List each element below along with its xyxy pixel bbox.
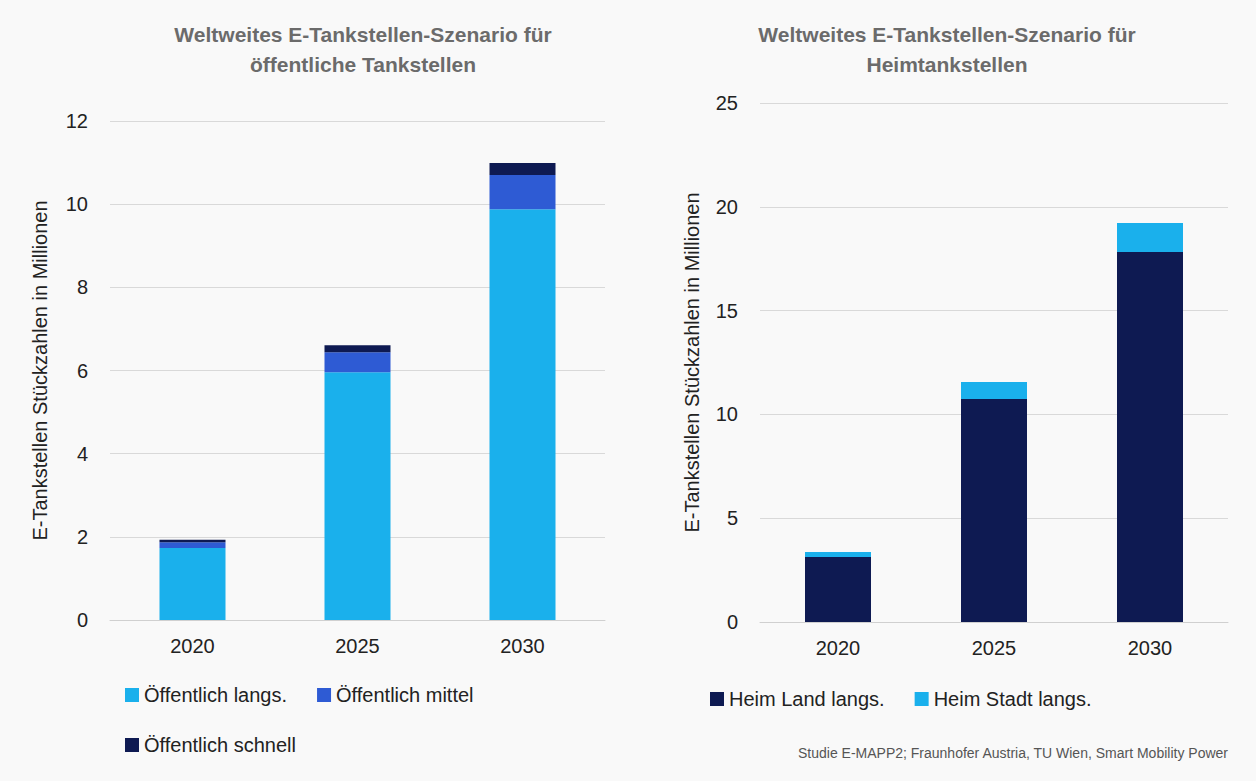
svg-text:2030: 2030	[1128, 637, 1173, 659]
svg-text:Öffentlich mittel: Öffentlich mittel	[336, 684, 473, 706]
svg-text:2020: 2020	[816, 637, 861, 659]
svg-text:0: 0	[727, 611, 738, 633]
svg-text:10: 10	[716, 403, 738, 425]
svg-text:6: 6	[77, 360, 88, 382]
svg-text:2025: 2025	[335, 635, 380, 657]
svg-text:8: 8	[77, 276, 88, 298]
svg-text:12: 12	[66, 110, 88, 132]
svg-text:Heim Land langs.: Heim Land langs.	[729, 688, 885, 710]
svg-text:2: 2	[77, 526, 88, 548]
svg-text:Öffentlich schnell: Öffentlich schnell	[144, 734, 296, 756]
svg-text:10: 10	[66, 193, 88, 215]
svg-text:E-Tankstellen Stückzahlen in M: E-Tankstellen Stückzahlen in Millionen	[29, 200, 51, 540]
svg-text:2025: 2025	[972, 637, 1017, 659]
svg-text:Öffentlich langs.: Öffentlich langs.	[144, 684, 287, 706]
svg-text:25: 25	[716, 92, 738, 114]
svg-text:15: 15	[716, 300, 738, 322]
svg-text:Heim Stadt langs.: Heim Stadt langs.	[934, 688, 1092, 710]
svg-text:5: 5	[727, 507, 738, 529]
svg-text:öffentliche Tankstellen: öffentliche Tankstellen	[250, 53, 476, 76]
svg-text:Weltweites E-Tankstellen-Szena: Weltweites E-Tankstellen-Szenario für	[174, 23, 551, 46]
svg-text:Studie E-MAPP2; Fraunhofer Aus: Studie E-MAPP2; Fraunhofer Austria, TU W…	[798, 745, 1228, 761]
svg-text:4: 4	[77, 443, 88, 465]
svg-text:2020: 2020	[170, 635, 215, 657]
svg-text:Heimtankstellen: Heimtankstellen	[866, 53, 1027, 76]
svg-text:20: 20	[716, 196, 738, 218]
svg-text:2030: 2030	[500, 635, 545, 657]
svg-text:0: 0	[77, 609, 88, 631]
svg-text:E-Tankstellen Stückzahlen in M: E-Tankstellen Stückzahlen in Millionen	[681, 192, 703, 532]
svg-text:Weltweites E-Tankstellen-Szena: Weltweites E-Tankstellen-Szenario für	[758, 23, 1135, 46]
